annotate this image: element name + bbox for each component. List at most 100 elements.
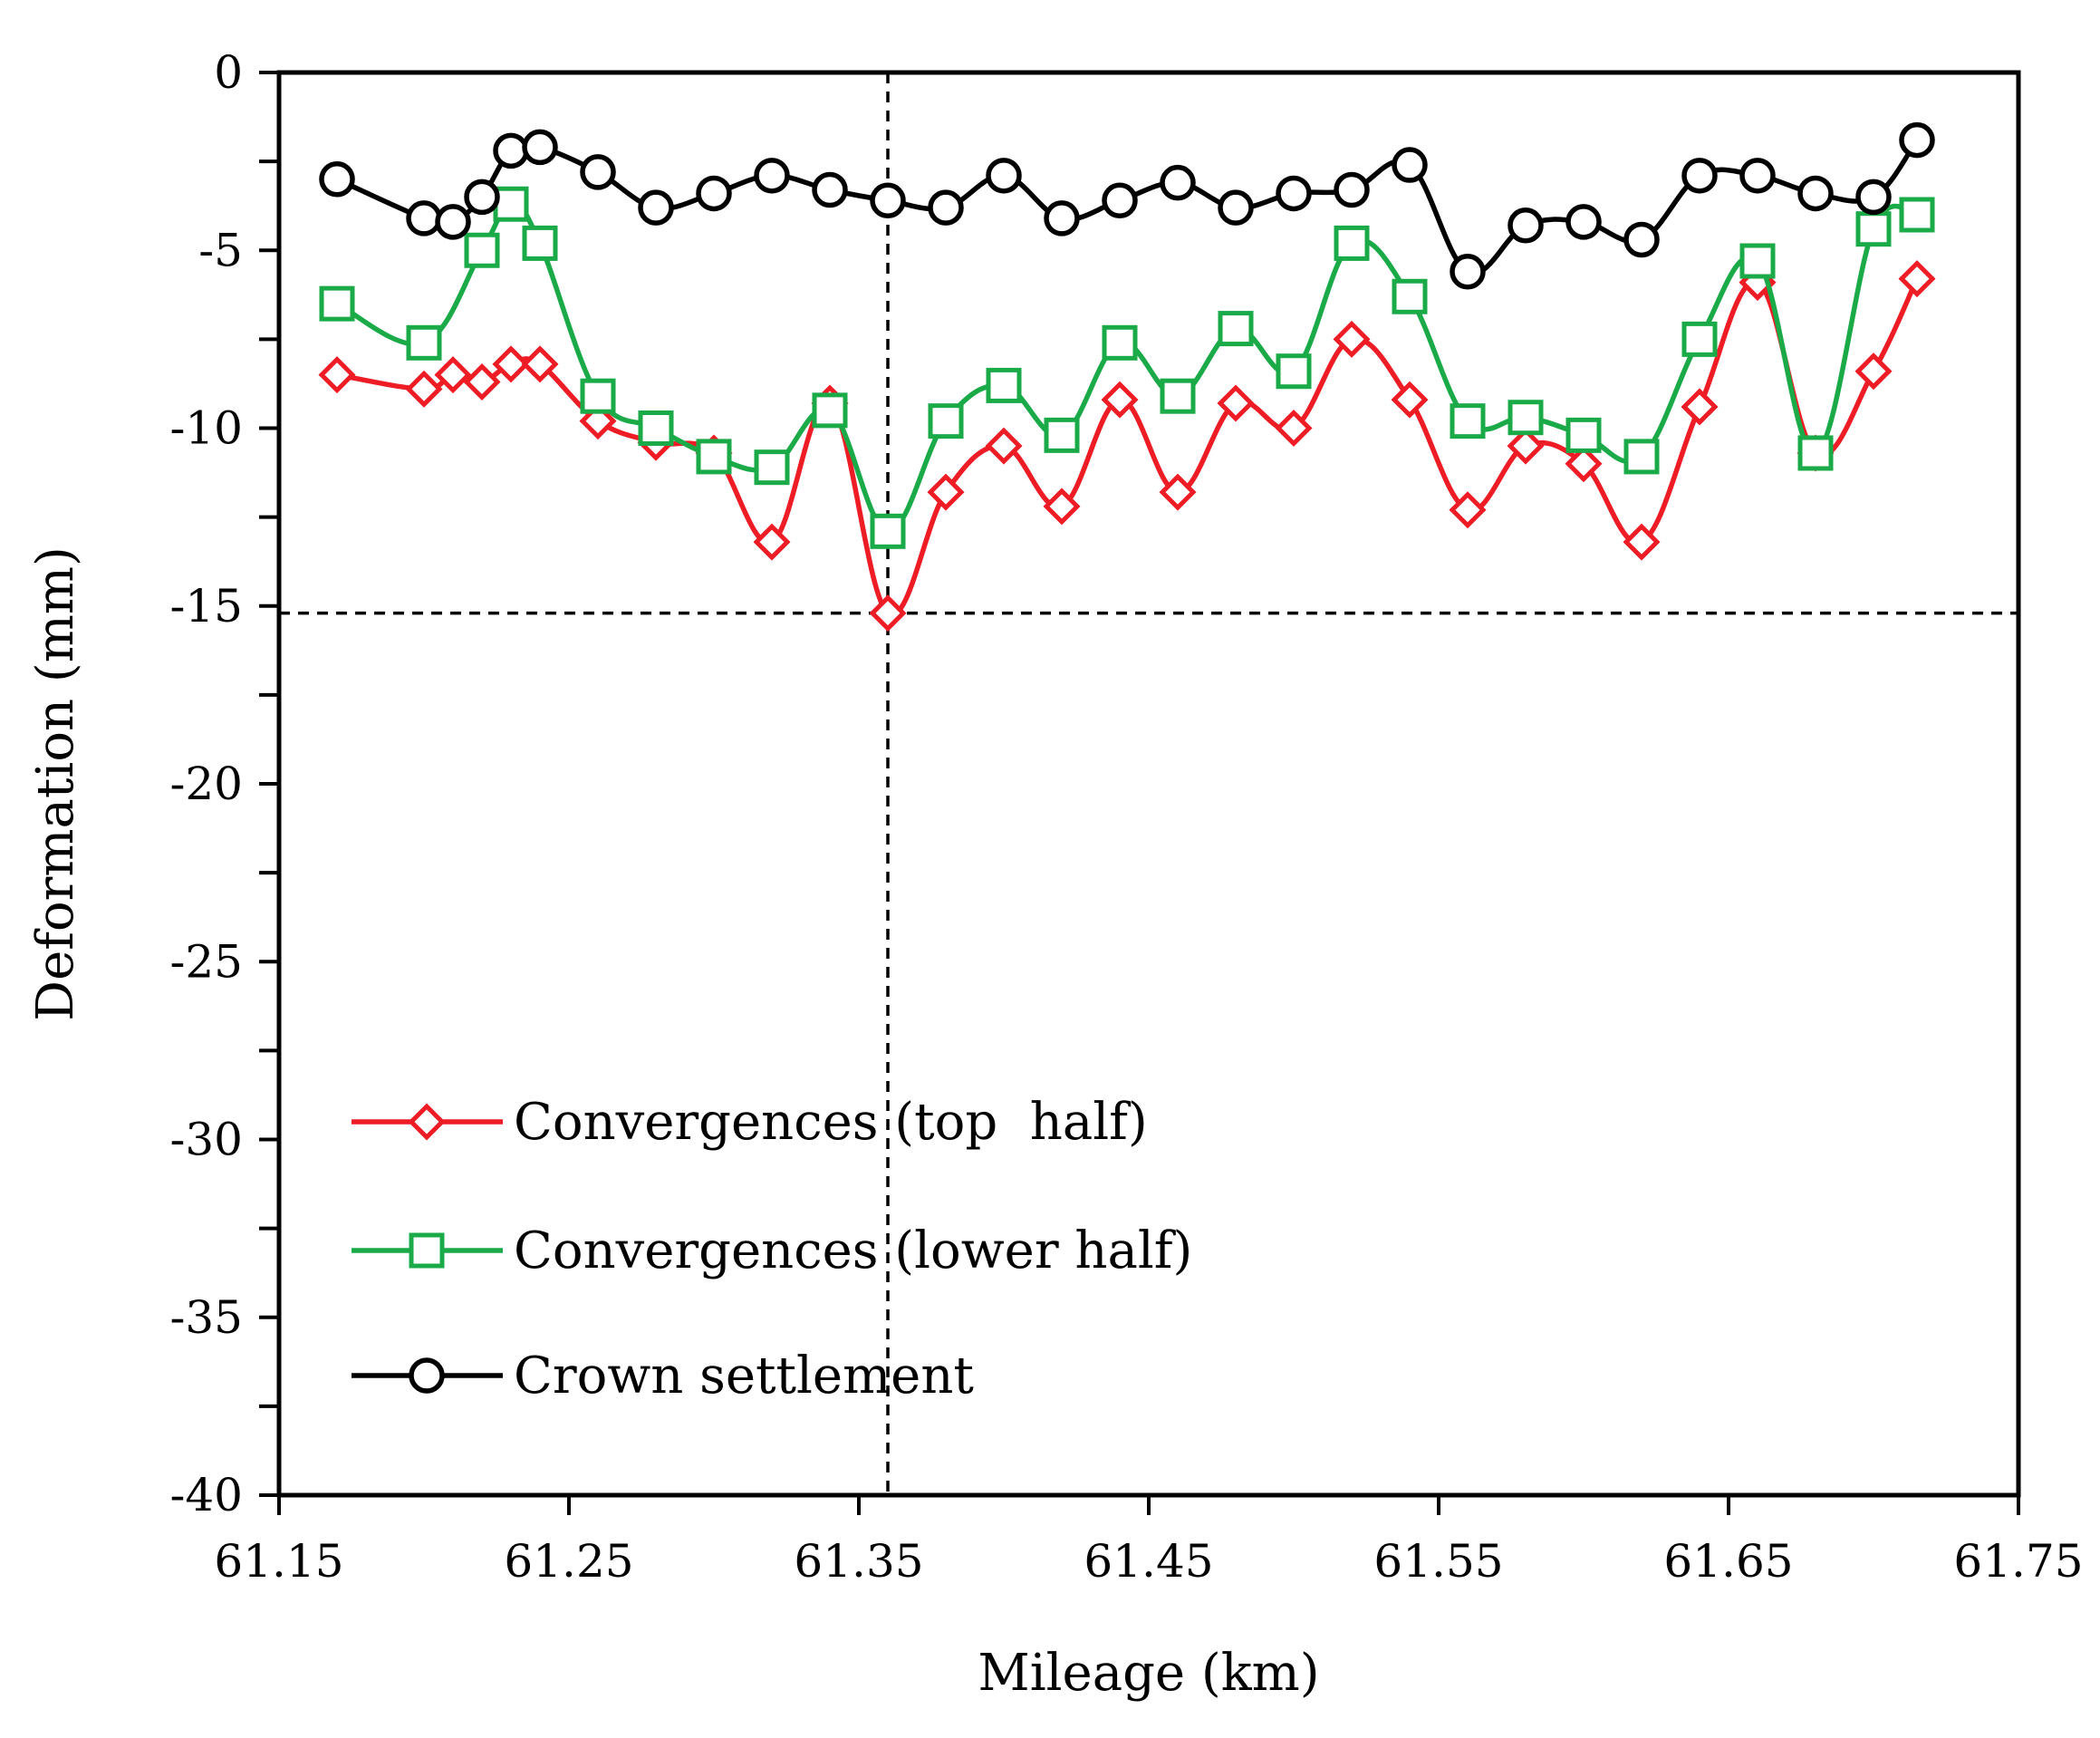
legend-label: Crown settlement	[514, 1347, 974, 1405]
x-tick-label: 61.35	[794, 1535, 923, 1588]
data-point-circle	[812, 171, 848, 208]
data-point-diamond	[1565, 445, 1603, 483]
data-point-diamond	[521, 345, 559, 383]
data-point-circle	[1450, 254, 1486, 290]
data-point-square	[493, 186, 529, 222]
data-point-diamond	[434, 356, 472, 394]
series-group	[318, 121, 1936, 632]
x-tick-label: 61.15	[214, 1535, 343, 1588]
data-point-circle	[1044, 200, 1080, 237]
data-point-square	[406, 324, 442, 361]
data-point-diamond	[1101, 381, 1139, 419]
y-tick-label: 0	[214, 46, 243, 99]
data-point-diamond	[1681, 388, 1719, 426]
legend-marker-square	[409, 1232, 445, 1269]
data-point-diamond	[318, 356, 356, 394]
data-point-square	[870, 513, 906, 549]
series-convergences-lower-half	[319, 186, 1935, 549]
data-point-circle	[1681, 158, 1718, 194]
y-tick-label: -15	[169, 580, 243, 632]
data-point-square	[1855, 211, 1892, 247]
data-point-square	[580, 378, 616, 414]
data-point-diamond	[1275, 409, 1313, 448]
data-point-square	[1450, 403, 1486, 439]
data-point-square	[1160, 378, 1196, 414]
data-point-square	[754, 449, 790, 486]
data-point-diamond	[1159, 473, 1197, 511]
y-tick-label: -10	[169, 402, 243, 455]
data-point-square	[1797, 435, 1834, 471]
data-point-circle	[464, 179, 500, 216]
series-line-convergences-lower-half	[335, 201, 1918, 535]
y-tick-label: -35	[169, 1291, 243, 1344]
x-tick-label: 61.55	[1373, 1535, 1503, 1588]
data-point-square	[464, 232, 500, 268]
data-point-diamond	[1391, 381, 1429, 419]
data-point-circle	[1508, 208, 1544, 244]
data-point-square	[1044, 417, 1080, 453]
x-tick-label: 61.65	[1663, 1535, 1793, 1588]
data-point-square	[522, 225, 558, 261]
data-point-square	[319, 285, 355, 322]
data-point-square	[986, 367, 1022, 403]
data-point-circle	[1160, 164, 1196, 201]
y-tick-label: -40	[169, 1469, 243, 1521]
data-point-diamond	[927, 473, 965, 511]
data-point-square	[1392, 278, 1428, 314]
data-point-square	[1508, 400, 1544, 436]
data-point-circle	[754, 158, 790, 194]
data-point-circle	[870, 182, 906, 219]
data-point-circle	[319, 161, 355, 198]
data-point-square	[638, 410, 674, 446]
data-point-circle	[1855, 179, 1892, 216]
data-point-diamond	[463, 362, 501, 401]
data-point-diamond	[1623, 523, 1661, 561]
data-point-circle	[435, 204, 471, 240]
data-point-circle	[986, 158, 1022, 194]
data-point-circle	[928, 189, 964, 226]
legend-item-convergences-lower-half: Convergences (lower half)	[352, 1221, 1192, 1280]
data-point-circle	[1276, 175, 1312, 212]
legend-marker-circle	[409, 1357, 445, 1394]
data-point-circle	[1739, 158, 1776, 194]
y-tick-label: -30	[169, 1114, 243, 1166]
legend: Convergences (top half) Convergences (low…	[352, 1093, 1192, 1405]
data-point-circle	[638, 189, 674, 226]
data-point-circle	[1623, 221, 1660, 258]
data-point-circle	[493, 132, 529, 169]
x-tick-label: 61.45	[1084, 1535, 1213, 1588]
data-point-circle	[1334, 171, 1370, 208]
data-point-diamond	[405, 370, 443, 408]
data-point-circle	[1102, 182, 1138, 219]
y-tick-label: -20	[169, 758, 243, 810]
data-point-diamond	[1333, 320, 1371, 358]
legend-marker-diamond	[408, 1103, 446, 1141]
data-point-diamond	[1043, 488, 1081, 526]
y-axis-title: Deformation (mm)	[26, 546, 85, 1021]
series-convergences-top-half	[318, 260, 1936, 632]
data-point-diamond	[1507, 427, 1545, 465]
data-point-diamond	[1898, 260, 1936, 298]
data-point-square	[928, 403, 964, 439]
axes-group: 0 -5 -10 -15 -20 -25 -30 -35 -40 61.15 61.25 61.35 6…	[169, 46, 2083, 1588]
data-point-square	[1565, 417, 1602, 453]
legend-item-crown-settlement: Crown settlement	[352, 1347, 974, 1405]
series-crown-settlement	[319, 121, 1935, 290]
data-point-circle	[522, 129, 558, 166]
data-point-diamond	[492, 345, 530, 383]
legend-label: Convergences (top half)	[514, 1093, 1148, 1152]
y-tick-label: -25	[169, 935, 243, 988]
legend-label: Convergences (lower half)	[514, 1221, 1192, 1280]
data-point-diamond	[985, 427, 1023, 465]
x-tick-label: 61.25	[504, 1535, 633, 1588]
data-point-circle	[1565, 204, 1602, 240]
data-point-square	[1102, 324, 1138, 361]
data-point-circle	[1899, 121, 1935, 159]
data-point-square	[1899, 197, 1935, 233]
legend-item-convergences-top-half: Convergences (top half)	[352, 1093, 1148, 1152]
data-point-circle	[406, 200, 442, 237]
data-point-square	[696, 439, 732, 475]
data-point-square	[1739, 243, 1776, 279]
